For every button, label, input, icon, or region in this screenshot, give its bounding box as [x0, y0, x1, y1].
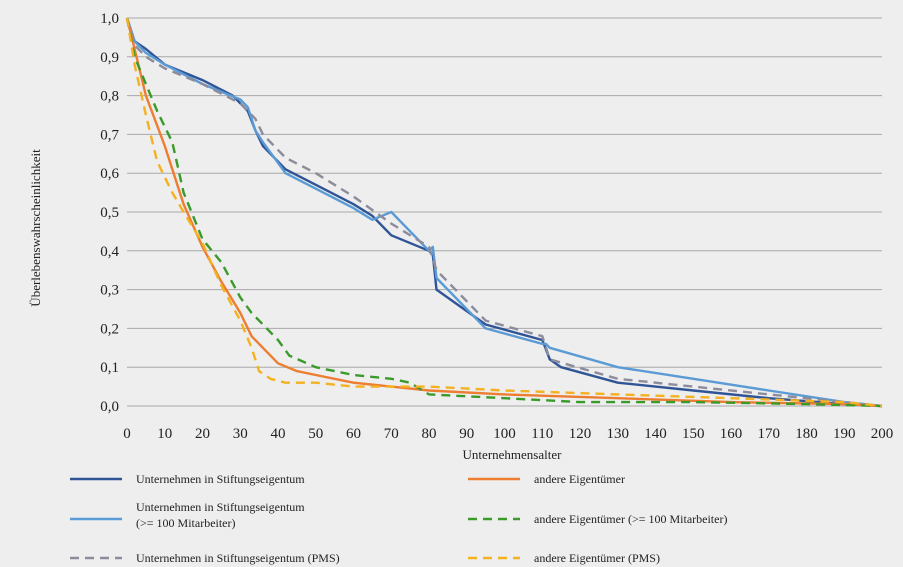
- legend-label: andere Eigentümer: [534, 472, 625, 486]
- y-tick-label: 0,4: [100, 244, 119, 260]
- x-tick-label: 40: [271, 426, 286, 442]
- y-axis-label: Überlebenswahrscheinlichkeit: [28, 149, 43, 307]
- y-tick-label: 0,8: [100, 89, 119, 105]
- x-tick-label: 30: [233, 426, 248, 442]
- x-tick-label: 160: [720, 426, 743, 442]
- y-tick-label: 0,6: [100, 166, 119, 182]
- x-axis-label: Unternehmensalter: [463, 447, 563, 462]
- y-tick-label: 0,3: [100, 283, 119, 299]
- x-tick-label: 90: [459, 426, 474, 442]
- x-tick-label: 20: [195, 426, 210, 442]
- legend: Unternehmen in Stiftungseigentum Unterneh…: [70, 472, 727, 565]
- x-tick-label: 190: [833, 426, 856, 442]
- y-tick-label: 0,9: [100, 50, 119, 66]
- x-tick-label: 150: [682, 426, 705, 442]
- x-tick-label: 200: [871, 426, 894, 442]
- legend-label: Unternehmen in Stiftungseigentum (PMS): [136, 551, 340, 565]
- x-tick-label: 180: [795, 426, 818, 442]
- x-tick-label: 120: [569, 426, 592, 442]
- x-tick-label: 50: [308, 426, 323, 442]
- x-tick-label: 10: [157, 426, 172, 442]
- legend-label: andere Eigentümer (PMS): [534, 551, 660, 565]
- series-line: [125, 17, 883, 408]
- x-tick-label: 130: [607, 426, 630, 442]
- y-tick-label: 0,7: [100, 127, 119, 143]
- y-tick-label: 0,5: [100, 205, 119, 221]
- y-tick-label: 0,2: [100, 321, 119, 337]
- x-tick-label: 100: [493, 426, 516, 442]
- series-line: [125, 17, 883, 408]
- y-tick-label: 1,0: [100, 11, 119, 27]
- grid-layer: [127, 17, 882, 407]
- legend-label: andere Eigentümer (>= 100 Mitarbeiter): [534, 512, 727, 526]
- x-tick-label: 0: [123, 426, 131, 442]
- x-tick-label: 110: [531, 426, 553, 442]
- series-line: [125, 17, 883, 408]
- y-tick-label: 0,0: [100, 399, 119, 415]
- tick-layer: 0,0 0,1 0,2 0,3 0,4 0,5 0,6 0,7 0,8 0,9 1,0 0 10 20 30…: [100, 11, 893, 442]
- x-tick-label: 170: [758, 426, 781, 442]
- x-tick-label: 60: [346, 426, 361, 442]
- x-tick-label: 80: [422, 426, 437, 442]
- series-line: [125, 17, 883, 408]
- series-layer: [125, 17, 883, 408]
- y-tick-label: 0,1: [100, 360, 119, 376]
- x-tick-label: 70: [384, 426, 399, 442]
- legend-label: Unternehmen in Stiftungseigentum (>= 100 …: [136, 500, 305, 530]
- series-line: [125, 17, 883, 408]
- legend-label: Unternehmen in Stiftungseigentum: [136, 472, 305, 486]
- x-tick-label: 140: [644, 426, 667, 442]
